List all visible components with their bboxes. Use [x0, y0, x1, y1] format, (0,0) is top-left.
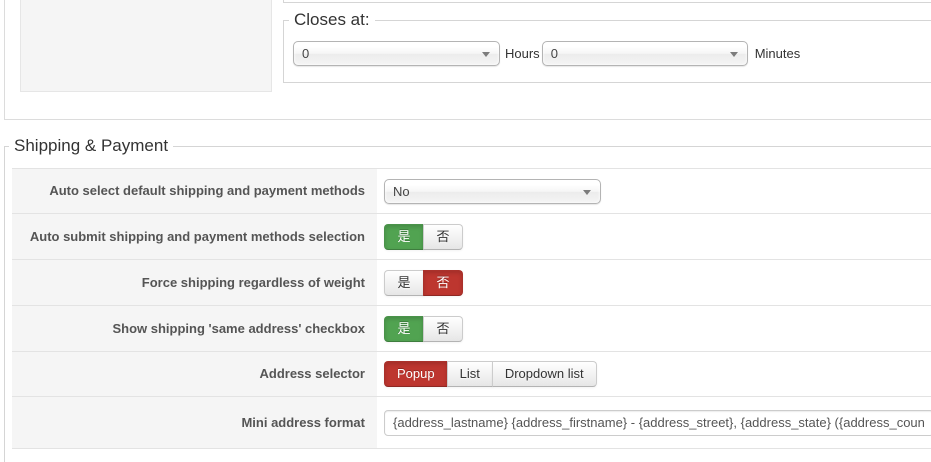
force-shipping-yes-button[interactable]: 是 — [384, 269, 424, 296]
closes-minutes-value: 0 — [550, 46, 558, 61]
closes-minutes-select[interactable]: 0 — [541, 41, 748, 66]
auto-submit-yes-button[interactable]: 是 — [384, 223, 424, 250]
mini-address-format-input[interactable] — [384, 409, 931, 436]
chevron-down-icon — [482, 52, 490, 57]
hours-label: Hours — [505, 46, 540, 61]
row-control — [377, 397, 931, 448]
settings-table: Auto select default shipping and payment… — [12, 168, 931, 449]
row-control: Popup List Dropdown list — [377, 352, 931, 396]
row-control: 是 否 — [377, 260, 931, 305]
row-label: Address selector — [12, 352, 377, 396]
table-row: Force shipping regardless of weight 是 否 — [12, 260, 931, 306]
minutes-label: Minutes — [754, 46, 801, 61]
table-row: Address selector Popup List Dropdown lis… — [12, 352, 931, 397]
same-address-no-button[interactable]: 否 — [423, 315, 463, 342]
auto-submit-no-button[interactable]: 否 — [423, 223, 463, 250]
auto-submit-toggle: 是 否 — [384, 223, 463, 250]
auto-select-methods-select[interactable]: No — [384, 178, 601, 204]
same-address-toggle: 是 否 — [384, 315, 463, 342]
table-row: Auto submit shipping and payment methods… — [12, 214, 931, 260]
table-row: Show shipping 'same address' checkbox 是 … — [12, 306, 931, 352]
force-shipping-no-button[interactable]: 否 — [423, 269, 463, 296]
row-label: Show shipping 'same address' checkbox — [12, 306, 377, 351]
row-control: No — [377, 169, 931, 213]
chevron-down-icon — [583, 189, 591, 195]
closes-hours-select[interactable]: 0 — [293, 41, 500, 66]
closes-hours-value: 0 — [302, 46, 310, 61]
address-selector-dropdown-button[interactable]: Dropdown list — [491, 361, 597, 387]
row-label: Mini address format — [12, 397, 377, 448]
chevron-down-icon — [729, 52, 738, 57]
top-label-cell — [20, 0, 272, 92]
table-row: Mini address format — [12, 397, 931, 449]
closes-at-fieldset: Closes at: 0 Hours 0 Minutes — [283, 9, 931, 83]
address-selector-list-button[interactable]: List — [446, 361, 493, 387]
address-selector-popup-button[interactable]: Popup — [384, 361, 448, 387]
force-shipping-toggle: 是 否 — [384, 269, 463, 296]
table-row: Auto select default shipping and payment… — [12, 169, 931, 214]
row-control: 是 否 — [377, 306, 931, 351]
top-section-container — [4, 0, 931, 120]
same-address-yes-button[interactable]: 是 — [384, 315, 424, 342]
closes-at-legend: Closes at: — [289, 9, 375, 31]
row-label: Auto select default shipping and payment… — [12, 169, 377, 213]
previous-fieldset-edge — [283, 0, 931, 3]
shipping-payment-legend: Shipping & Payment — [9, 135, 174, 157]
closes-at-controls: 0 Hours 0 Minutes — [293, 41, 805, 66]
shipping-payment-fieldset: Shipping & Payment Auto select default s… — [4, 135, 931, 462]
row-control: 是 否 — [377, 214, 931, 259]
row-label: Auto submit shipping and payment methods… — [12, 214, 377, 259]
auto-select-methods-value: No — [393, 183, 410, 199]
address-selector-group: Popup List Dropdown list — [384, 361, 597, 387]
row-label: Force shipping regardless of weight — [12, 260, 377, 305]
